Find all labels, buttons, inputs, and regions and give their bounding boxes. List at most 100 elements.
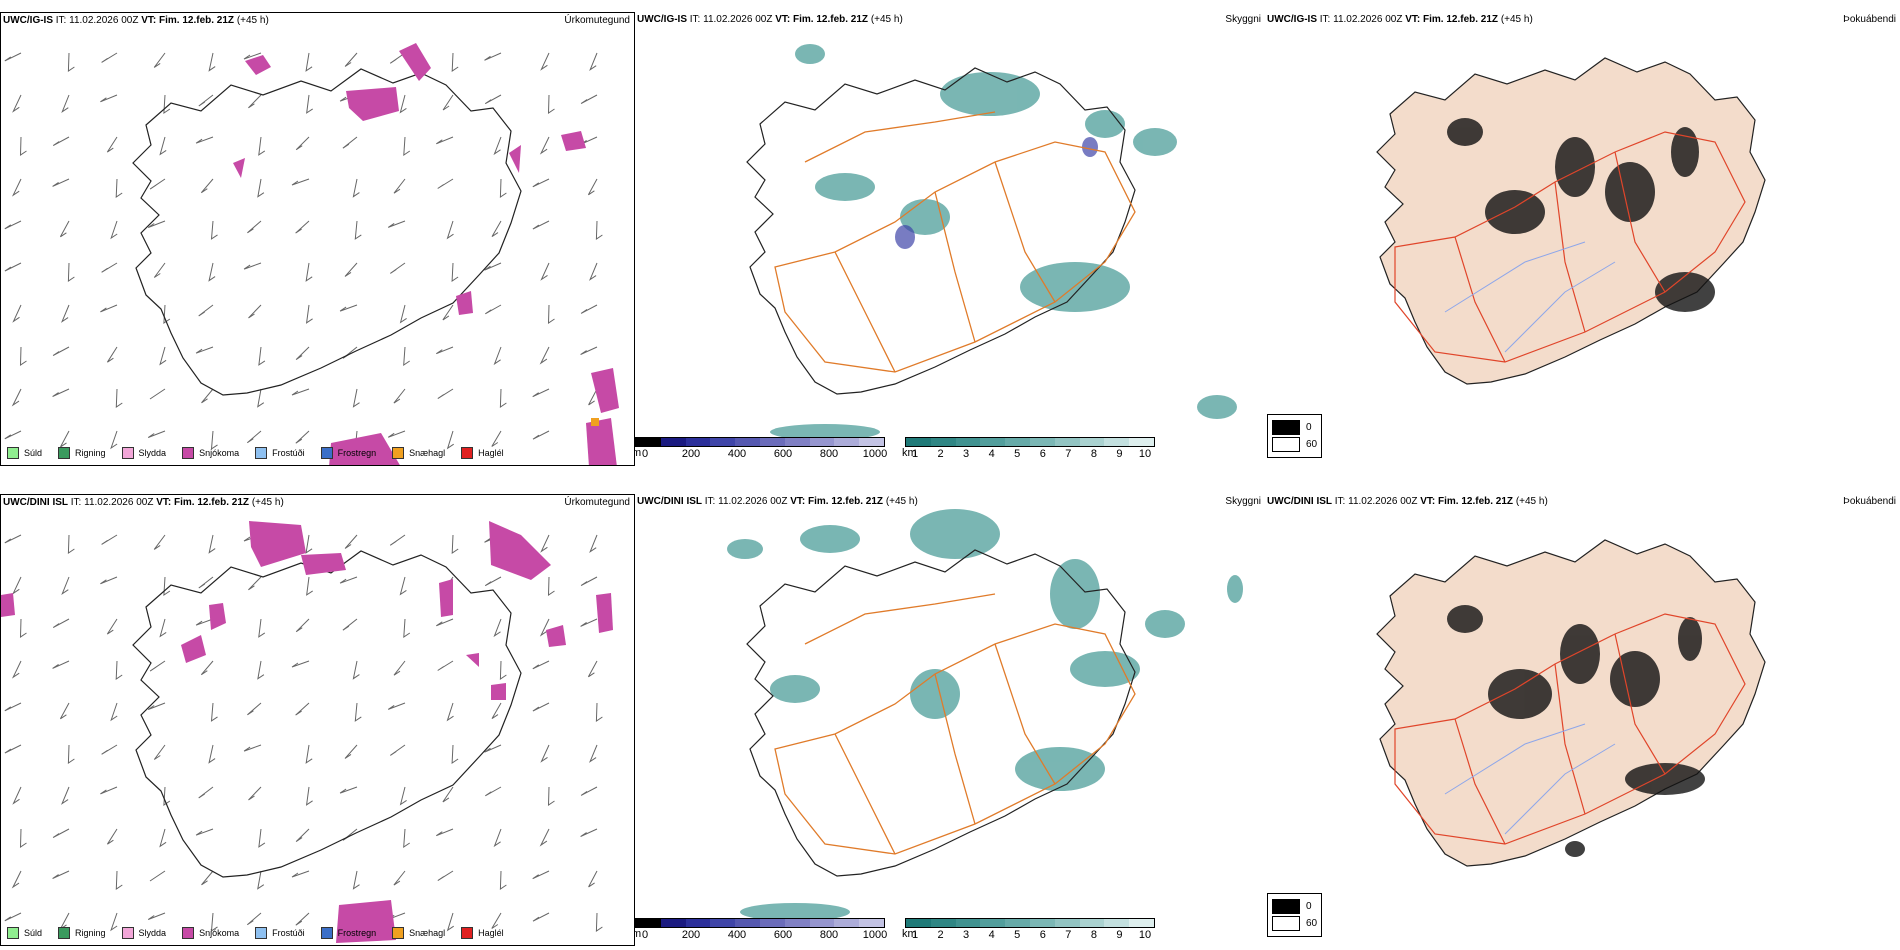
wind-barb <box>52 388 70 397</box>
legend-item: Slydda <box>121 927 167 939</box>
wind-barb <box>451 262 459 282</box>
legend-item: Frostregn <box>320 447 376 459</box>
fog-dark-areas <box>1447 118 1715 312</box>
visibility-panel-dini: UWC/DINI ISL IT: 11.02.2026 00Z VT: Fim.… <box>635 494 1265 946</box>
wind-barb <box>208 52 216 72</box>
legend-swatch <box>392 447 405 459</box>
wind-barb <box>493 618 502 638</box>
visibility-color-step <box>1054 438 1080 446</box>
wind-barb <box>110 220 118 240</box>
legend-item: Rigning <box>58 447 106 459</box>
wind-barb <box>354 220 362 240</box>
legend-item: Súld <box>7 927 42 939</box>
wind-barb <box>106 618 118 635</box>
legend-item: Súld <box>7 447 42 459</box>
wind-barb <box>147 220 166 228</box>
fog-panel-dini: UWC/DINI ISL IT: 11.02.2026 00Z VT: Fim.… <box>1265 494 1900 946</box>
visibility-color-step <box>955 438 981 446</box>
visibility-tick-label: 7 <box>1065 929 1072 941</box>
ceiling-tick-label: 1000 <box>862 929 888 941</box>
wind-barb <box>258 136 266 156</box>
wind-barb <box>446 702 454 722</box>
wind-barb <box>485 786 502 797</box>
wind-barb <box>403 618 411 638</box>
legend-item: Slydda <box>121 447 166 459</box>
wind-barb <box>195 618 214 626</box>
visibility-tick-label: 8 <box>1090 448 1097 460</box>
wind-barb <box>587 660 598 678</box>
panel-title: UWC/DINI ISL IT: 11.02.2026 00Z VT: Fim.… <box>3 497 284 508</box>
visibility-colorbar: 1 2 3 4 5 6 7 8 9 10 km <box>902 437 1155 462</box>
wind-barb <box>305 534 313 554</box>
wind-barb <box>12 304 22 323</box>
legend-swatch <box>392 927 405 939</box>
wind-barb <box>491 912 502 929</box>
wind-barb <box>246 912 262 926</box>
ceiling-tick-label: 800 <box>819 448 839 460</box>
legend-item: Frostregn <box>320 927 376 939</box>
wind-barb <box>198 304 214 317</box>
wind-barb <box>539 618 550 637</box>
wind-barb <box>247 220 262 234</box>
snow-areas <box>1 521 613 943</box>
wind-barb <box>149 388 166 400</box>
wind-barb <box>589 262 598 281</box>
wind-barb <box>295 430 310 444</box>
wind-barb <box>344 534 358 549</box>
visibility-color-step <box>1029 438 1055 446</box>
wind-barb <box>539 346 550 365</box>
legend-swatch <box>255 447 268 459</box>
wind-barb <box>580 576 598 586</box>
legend-swatch <box>255 927 268 939</box>
fog-key-row: 60 <box>1272 916 1317 931</box>
fog-key-swatch <box>1272 916 1300 931</box>
wind-barb <box>106 346 118 363</box>
wind-barb <box>540 262 550 281</box>
ceiling-tick-label: 200 <box>681 448 701 460</box>
wind-barb <box>52 870 70 879</box>
wind-barb <box>101 744 118 755</box>
ceiling-color-step <box>685 438 711 446</box>
visibility-unit: km <box>902 447 917 459</box>
wind-barb <box>248 576 262 591</box>
wind-barb <box>248 94 262 109</box>
wind-barb <box>11 388 22 407</box>
fog-key-label: 0 <box>1306 422 1312 433</box>
ceiling-color-step <box>809 919 835 927</box>
visibility-tick-label: 2 <box>937 929 944 941</box>
wind-barb <box>540 52 550 71</box>
wind-barb <box>163 576 171 596</box>
wind-barb <box>147 702 166 710</box>
fog-key-row: 0 <box>1272 420 1317 435</box>
wind-barb <box>19 136 27 156</box>
wind-barb <box>389 52 406 64</box>
fog-key-swatch <box>1272 437 1300 452</box>
wind-barb <box>354 702 362 722</box>
wind-barb <box>493 828 502 848</box>
ceiling-colorbar: 0 200 400 600 800 1000 m <box>635 437 887 462</box>
wind-barb <box>100 576 118 585</box>
wind-barb <box>243 744 262 752</box>
wind-barb <box>484 52 502 61</box>
ceiling-tick-label: 800 <box>819 929 839 941</box>
visibility-tick-label: 5 <box>1014 448 1021 460</box>
wind-barb <box>61 786 70 805</box>
wind-barb <box>589 52 598 72</box>
wind-barb <box>159 828 167 848</box>
legend-label: Frostúði <box>272 448 305 458</box>
legend-swatch <box>58 447 71 459</box>
wind-barb <box>403 346 410 366</box>
legend-label: Slydda <box>138 928 167 938</box>
wind-barb <box>200 660 214 676</box>
ceiling-tick-label: 400 <box>727 929 747 941</box>
wind-barb <box>200 178 214 194</box>
visibility-tick-label: 8 <box>1090 929 1097 941</box>
ceiling-bar <box>635 918 885 928</box>
wind-barb <box>339 304 358 312</box>
wind-barb <box>339 786 358 794</box>
wind-barb <box>52 618 70 629</box>
wind-barb <box>115 870 123 890</box>
ceiling-colorbar: 0 200 400 600 800 1000 m <box>635 918 888 943</box>
wind-barb <box>110 912 118 932</box>
wind-barb <box>52 178 70 187</box>
